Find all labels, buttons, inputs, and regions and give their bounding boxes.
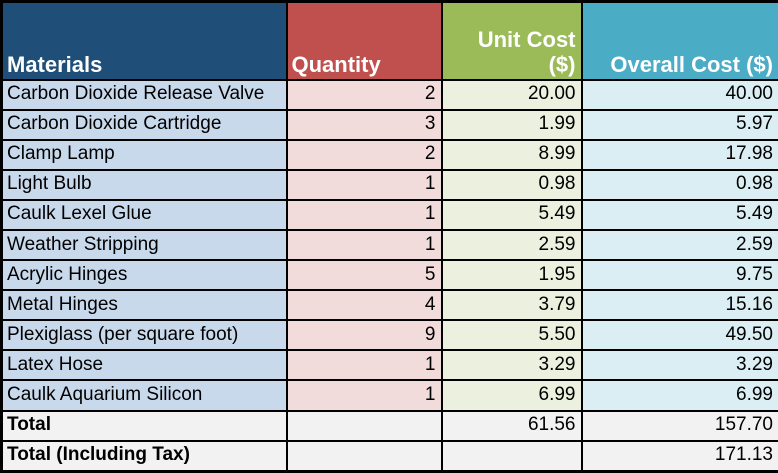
table-row: Caulk Lexel Glue 1 5.49 5.49: [0, 198, 778, 231]
quantity-cell[interactable]: 9: [285, 319, 443, 352]
quantity-cell[interactable]: 2: [285, 78, 443, 111]
material-cell[interactable]: Plexiglass (per square foot): [0, 319, 288, 352]
table-row: Acrylic Hinges 5 1.95 9.75: [0, 259, 778, 292]
overall-cost-cell[interactable]: 6.99: [580, 379, 778, 412]
unit-cost-cell[interactable]: 8.99: [440, 138, 583, 171]
quantity-cell[interactable]: 2: [285, 138, 443, 171]
quantity-cell[interactable]: 4: [285, 289, 443, 322]
total-tax-unit-cost-cell[interactable]: [440, 439, 583, 473]
unit-cost-cell[interactable]: 5.50: [440, 319, 583, 352]
table-row: Plexiglass (per square foot) 9 5.50 49.5…: [0, 319, 778, 352]
material-cell[interactable]: Caulk Lexel Glue: [0, 198, 288, 231]
overall-cost-cell[interactable]: 49.50: [580, 319, 778, 352]
material-cell[interactable]: Clamp Lamp: [0, 138, 288, 171]
unit-cost-cell[interactable]: 1.95: [440, 259, 583, 292]
total-tax-label-cell[interactable]: Total (Including Tax): [0, 439, 288, 473]
overall-cost-cell[interactable]: 0.98: [580, 168, 778, 201]
table-row: Clamp Lamp 2 8.99 17.98: [0, 138, 778, 171]
unit-cost-cell[interactable]: 3.29: [440, 349, 583, 382]
total-overall-cost-cell[interactable]: 157.70: [580, 409, 778, 442]
material-cell[interactable]: Carbon Dioxide Cartridge: [0, 108, 288, 141]
overall-cost-cell[interactable]: 15.16: [580, 289, 778, 322]
total-quantity-cell[interactable]: [285, 409, 443, 442]
table-row: Weather Stripping 1 2.59 2.59: [0, 228, 778, 262]
total-tax-overall-cost-cell[interactable]: 171.13: [580, 439, 778, 473]
table-row: Caulk Aquarium Silicon 1 6.99 6.99: [0, 379, 778, 412]
material-cell[interactable]: Latex Hose: [0, 349, 288, 382]
total-row: Total 61.56 157.70: [0, 409, 778, 442]
table-row: Light Bulb 1 0.98 0.98: [0, 168, 778, 201]
material-cell[interactable]: Caulk Aquarium Silicon: [0, 379, 288, 412]
overall-cost-cell[interactable]: 17.98: [580, 138, 778, 171]
total-including-tax-row: Total (Including Tax) 171.13: [0, 439, 778, 473]
quantity-cell[interactable]: 3: [285, 108, 443, 141]
unit-cost-cell[interactable]: 5.49: [440, 198, 583, 231]
material-cell[interactable]: Carbon Dioxide Release Valve: [0, 78, 288, 111]
header-row: Materials Quantity Unit Cost ($) Overall…: [0, 0, 778, 81]
unit-cost-cell[interactable]: 2.59: [440, 228, 583, 262]
unit-cost-cell[interactable]: 1.99: [440, 108, 583, 141]
quantity-cell[interactable]: 1: [285, 198, 443, 231]
table-row: Carbon Dioxide Cartridge 3 1.99 5.97: [0, 108, 778, 141]
material-cell[interactable]: Acrylic Hinges: [0, 259, 288, 292]
table-row: Carbon Dioxide Release Valve 2 20.00 40.…: [0, 78, 778, 111]
overall-cost-cell[interactable]: 5.49: [580, 198, 778, 231]
column-header-quantity[interactable]: Quantity: [285, 0, 443, 81]
table-row: Latex Hose 1 3.29 3.29: [0, 349, 778, 382]
column-header-materials[interactable]: Materials: [0, 0, 288, 81]
column-header-overall-cost[interactable]: Overall Cost ($): [580, 0, 778, 81]
unit-cost-header-label: Unit Cost ($): [477, 27, 576, 77]
column-header-unit-cost[interactable]: Unit Cost ($): [440, 0, 583, 81]
total-tax-quantity-cell[interactable]: [285, 439, 443, 473]
quantity-cell[interactable]: 1: [285, 349, 443, 382]
total-unit-cost-cell[interactable]: 61.56: [440, 409, 583, 442]
overall-cost-cell[interactable]: 2.59: [580, 228, 778, 262]
table-row: Metal Hinges 4 3.79 15.16: [0, 289, 778, 322]
quantity-cell[interactable]: 1: [285, 168, 443, 201]
material-cell[interactable]: Weather Stripping: [0, 228, 288, 262]
total-label-cell[interactable]: Total: [0, 409, 288, 442]
material-cell[interactable]: Light Bulb: [0, 168, 288, 201]
overall-cost-cell[interactable]: 40.00: [580, 78, 778, 111]
quantity-cell[interactable]: 5: [285, 259, 443, 292]
material-cell[interactable]: Metal Hinges: [0, 289, 288, 322]
overall-cost-cell[interactable]: 3.29: [580, 349, 778, 382]
unit-cost-cell[interactable]: 0.98: [440, 168, 583, 201]
overall-cost-cell[interactable]: 9.75: [580, 259, 778, 292]
quantity-cell[interactable]: 1: [285, 228, 443, 262]
unit-cost-cell[interactable]: 3.79: [440, 289, 583, 322]
quantity-cell[interactable]: 1: [285, 379, 443, 412]
overall-cost-cell[interactable]: 5.97: [580, 108, 778, 141]
unit-cost-cell[interactable]: 6.99: [440, 379, 583, 412]
unit-cost-cell[interactable]: 20.00: [440, 78, 583, 111]
